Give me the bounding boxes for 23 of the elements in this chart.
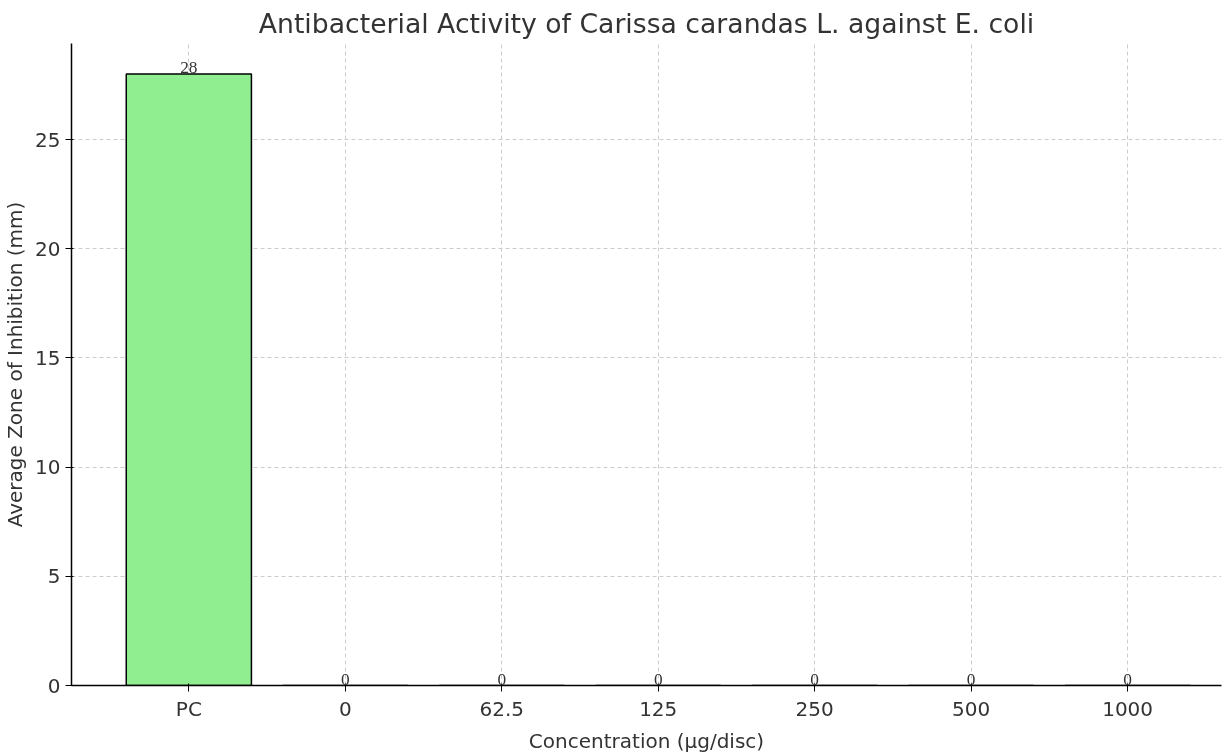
y-tick-label: 15 (35, 345, 61, 370)
y-tick-label: 0 (47, 673, 61, 698)
data-label: 0 (653, 669, 663, 689)
data-label: 28 (180, 58, 198, 78)
x-tick-label: 250 (795, 696, 834, 721)
chart-title: Antibacterial Activity of Carissa carandas L. against E. coli (258, 7, 1035, 39)
x-tick-label: PC (175, 696, 202, 721)
y-tick-label: 5 (47, 564, 61, 589)
x-axis-title: Concentration (µg/disc) (528, 728, 765, 753)
data-label: 0 (340, 669, 350, 689)
x-tick-label: 62.5 (479, 696, 525, 721)
y-tick-label: 10 (35, 455, 61, 480)
data-label: 0 (1123, 669, 1132, 689)
y-tick-label: 25 (35, 127, 61, 152)
x-tick-label: 500 (952, 696, 991, 721)
y-tick-label: 20 (35, 236, 61, 261)
y-axis-title: Average Zone of Inhibition (mm) (3, 201, 28, 528)
x-tick-label: 0 (338, 696, 352, 721)
x-tick-label: 125 (639, 696, 678, 721)
data-label: 0 (966, 669, 976, 689)
x-tick-label: 1000 (1102, 696, 1154, 721)
data-label: 0 (497, 669, 507, 689)
data-label: 0 (810, 669, 820, 689)
